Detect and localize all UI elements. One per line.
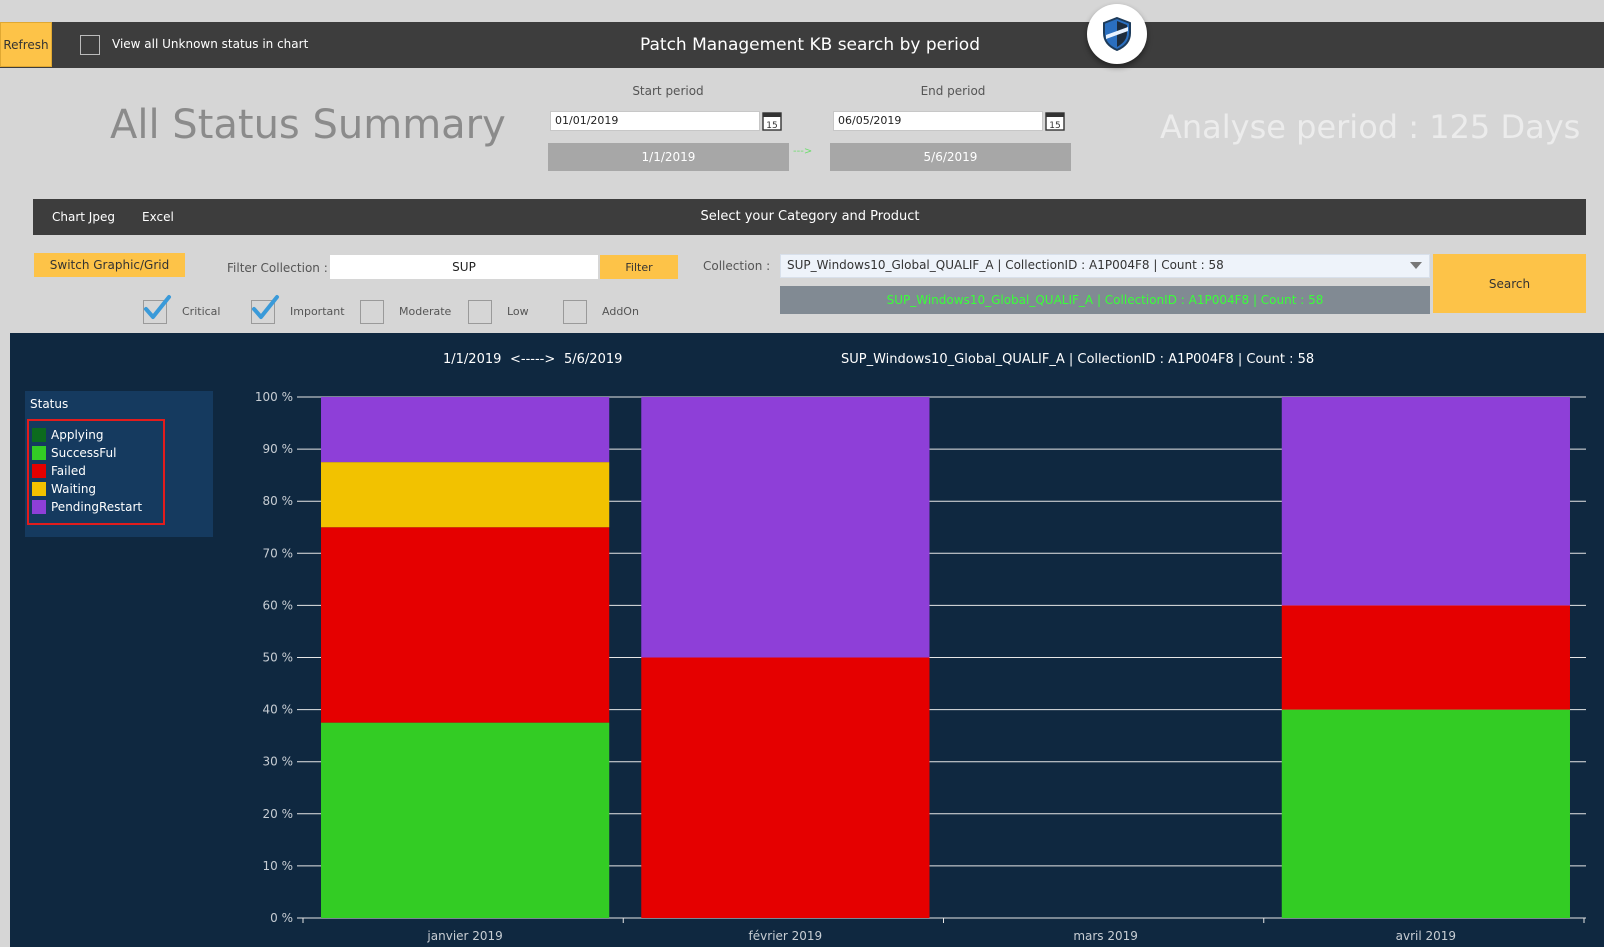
bar-failed xyxy=(641,657,930,918)
svg-text:15: 15 xyxy=(766,121,777,131)
addon-checkbox[interactable] xyxy=(563,300,587,324)
svg-text:15: 15 xyxy=(1049,121,1060,131)
legend-panel xyxy=(25,391,213,537)
excel-button[interactable]: Excel xyxy=(142,210,174,224)
app-title: Patch Management KB search by period xyxy=(640,35,980,55)
legend-item-successful: SuccessFul xyxy=(32,445,117,461)
chart-date-arrow: <-----> xyxy=(510,352,556,367)
period-arrow: ---> xyxy=(793,146,813,157)
important-label: Important xyxy=(290,305,345,318)
start-date-input[interactable]: 01/01/2019 xyxy=(550,111,760,131)
legend-label: PendingRestart xyxy=(51,500,143,514)
chart-start-date: 1/1/2019 xyxy=(443,352,502,367)
legend-swatch xyxy=(32,500,46,514)
unknown-status-label: View all Unknown status in chart xyxy=(112,37,309,51)
filter-button[interactable]: Filter xyxy=(600,255,678,279)
legend-swatch xyxy=(32,464,46,478)
legend-title: Status xyxy=(30,397,69,411)
end-date-display: 5/6/2019 xyxy=(830,143,1071,171)
bar-waiting xyxy=(321,462,610,528)
bar-successful xyxy=(1281,709,1570,918)
calendar-icon[interactable]: 15 xyxy=(762,111,782,131)
selected-collection-bar: SUP_Windows10_Global_QUALIF_A | Collecti… xyxy=(780,286,1430,314)
y-tick-label: 100 % xyxy=(255,390,293,404)
start-date-display: 1/1/2019 xyxy=(548,143,789,171)
critical-label: Critical xyxy=(182,305,221,318)
bar-pendingrestart xyxy=(641,397,930,658)
calendar-icon[interactable]: 15 xyxy=(1045,111,1065,131)
legend-label: Applying xyxy=(51,428,104,442)
legend-label: Failed xyxy=(51,464,86,478)
low-label: Low xyxy=(507,305,529,318)
end-period-label: End period xyxy=(920,84,986,98)
legend-item-failed: Failed xyxy=(32,463,86,479)
y-tick-label: 30 % xyxy=(263,755,294,769)
legend-item-applying: Applying xyxy=(32,427,103,443)
collection-label: Collection : xyxy=(703,259,771,273)
addon-label: AddOn xyxy=(602,305,639,318)
legend-item-pendingrestart: PendingRestart xyxy=(32,499,142,515)
legend-swatch xyxy=(32,428,46,442)
legend-item-waiting: Waiting xyxy=(32,481,96,497)
chart-jpeg-button[interactable]: Chart Jpeg xyxy=(52,210,115,224)
title-bar xyxy=(0,22,1604,68)
toolbar-title: Select your Category and Product xyxy=(700,209,920,224)
y-tick-label: 40 % xyxy=(263,703,294,717)
moderate-label: Moderate xyxy=(399,305,452,318)
checkmark-icon xyxy=(252,295,279,319)
y-tick-label: 90 % xyxy=(263,442,294,456)
legend-swatch xyxy=(32,446,46,460)
switch-graphic-grid-button[interactable]: Switch Graphic/Grid xyxy=(34,253,185,277)
bar-failed xyxy=(321,527,610,723)
x-tick-label: janvier 2019 xyxy=(426,929,502,943)
shield-logo xyxy=(1087,4,1147,64)
analyse-period-text: Analyse period : 125 Days xyxy=(1160,108,1581,146)
important-checkbox[interactable] xyxy=(251,295,279,324)
y-tick-label: 80 % xyxy=(263,494,294,508)
critical-checkbox[interactable] xyxy=(143,295,171,324)
end-date-input[interactable]: 06/05/2019 xyxy=(833,111,1043,131)
y-tick-label: 70 % xyxy=(263,546,294,560)
legend-swatch xyxy=(32,482,46,496)
filter-collection-label: Filter Collection : xyxy=(227,261,328,275)
low-checkbox[interactable] xyxy=(468,300,492,324)
refresh-button[interactable]: Refresh xyxy=(0,22,52,67)
chevron-down-icon[interactable] xyxy=(1410,262,1422,269)
y-tick-label: 10 % xyxy=(263,859,294,873)
start-period-label: Start period xyxy=(632,84,704,98)
y-tick-label: 0 % xyxy=(270,911,293,925)
bar-failed xyxy=(1281,605,1570,710)
x-tick-label: avril 2019 xyxy=(1396,929,1456,943)
y-tick-label: 50 % xyxy=(263,651,294,665)
shield-icon xyxy=(1103,17,1131,51)
bar-pendingrestart xyxy=(321,397,610,463)
bar-successful xyxy=(321,722,610,918)
x-tick-label: février 2019 xyxy=(749,929,823,943)
checkmark-icon xyxy=(144,295,171,319)
search-button[interactable]: Search xyxy=(1433,254,1586,313)
bar-pendingrestart xyxy=(1281,397,1570,606)
unknown-status-checkbox[interactable] xyxy=(80,35,100,55)
x-tick-label: mars 2019 xyxy=(1073,929,1138,943)
collection-select[interactable]: SUP_Windows10_Global_QUALIF_A | Collecti… xyxy=(780,254,1430,278)
filter-collection-input[interactable]: SUP xyxy=(330,255,598,279)
toolbar xyxy=(33,199,1586,235)
legend-label: Waiting xyxy=(51,482,97,496)
legend-label: SuccessFul xyxy=(51,446,117,460)
chart-end-date: 5/6/2019 xyxy=(564,352,623,367)
legend-highlight-box xyxy=(27,419,165,525)
page-title: All Status Summary xyxy=(110,102,506,148)
moderate-checkbox[interactable] xyxy=(360,300,384,324)
y-tick-label: 20 % xyxy=(263,807,294,821)
y-tick-label: 60 % xyxy=(263,598,294,612)
chart-collection-title: SUP_Windows10_Global_QUALIF_A | Collecti… xyxy=(841,352,1315,367)
